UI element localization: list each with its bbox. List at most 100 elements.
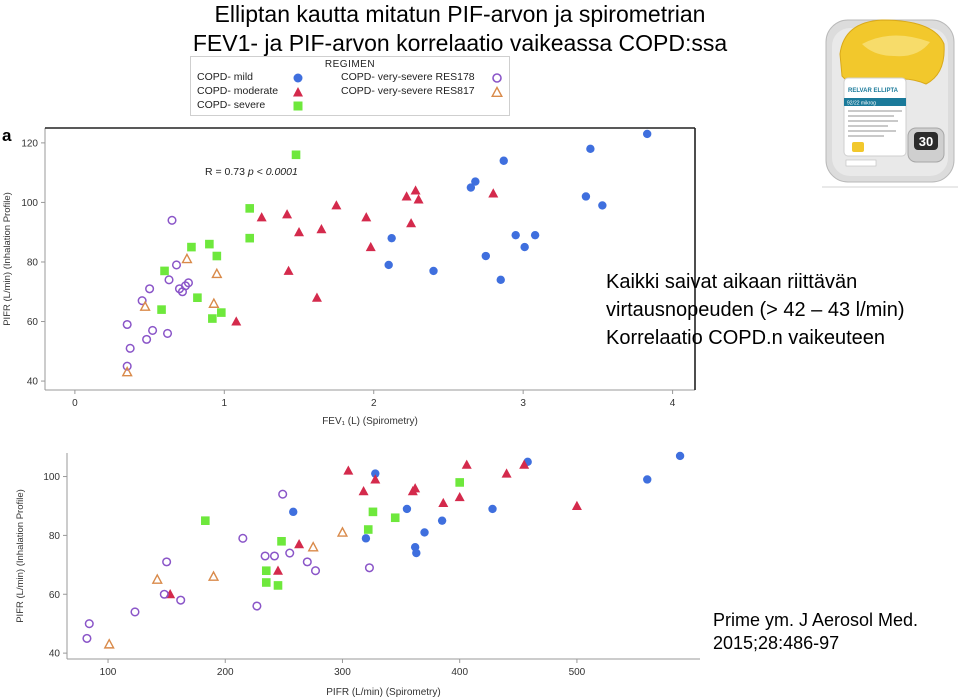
data-point-copd-moderate bbox=[273, 565, 283, 575]
y-tick-label: 40 bbox=[27, 377, 39, 388]
data-point-copd-very-severe-res178 bbox=[285, 548, 295, 558]
x-tick-label: 300 bbox=[334, 667, 351, 678]
data-point-copd-very-severe-res178 bbox=[164, 275, 174, 285]
data-point-copd-very-severe-res178 bbox=[137, 296, 147, 306]
data-point-copd-mild bbox=[429, 266, 438, 276]
data-point-copd-severe bbox=[245, 233, 255, 243]
x-tick-label: 3 bbox=[520, 398, 526, 409]
data-point-copd-very-severe-res178 bbox=[252, 601, 262, 611]
data-point-copd-moderate bbox=[361, 212, 372, 222]
x-tick-label: 400 bbox=[451, 667, 468, 678]
data-point-copd-very-severe-res817 bbox=[208, 297, 220, 308]
data-point-copd-mild bbox=[598, 201, 607, 210]
data-point-copd-moderate bbox=[410, 483, 421, 493]
x-tick-label: 4 bbox=[670, 398, 676, 409]
legend-item-mild: COPD- mild bbox=[197, 71, 303, 83]
legend-marker-moderate-icon bbox=[293, 87, 303, 97]
finding-line-1: Kaikki saivat aikaan riittävän bbox=[606, 271, 858, 293]
x-axis-label: FEV₁ (L) (Spirometry) bbox=[322, 416, 418, 427]
legend-label-vs178: COPD- very-severe RES178 bbox=[341, 71, 475, 83]
data-point-copd-severe bbox=[390, 513, 400, 523]
data-point-copd-severe bbox=[205, 239, 214, 249]
data-point-copd-moderate bbox=[370, 474, 381, 484]
x-tick-label: 500 bbox=[569, 667, 586, 678]
y-tick-label: 120 bbox=[21, 138, 38, 149]
y-tick-label: 60 bbox=[49, 590, 61, 601]
y-tick-label: 40 bbox=[49, 649, 61, 660]
data-point-copd-severe bbox=[245, 204, 255, 213]
legend-marker-vs178-icon bbox=[492, 73, 502, 83]
data-point-copd-severe bbox=[160, 266, 169, 276]
data-point-copd-severe bbox=[291, 150, 301, 160]
data-point-copd-severe bbox=[193, 293, 202, 303]
data-point-copd-very-severe-res817 bbox=[103, 638, 115, 649]
x-tick-label: 2 bbox=[371, 398, 377, 409]
data-point-copd-mild bbox=[361, 534, 371, 543]
data-point-copd-severe bbox=[217, 308, 226, 317]
data-point-copd-moderate bbox=[438, 497, 449, 508]
finding-line-3: Korrelaatio COPD.n vaikeuteen bbox=[606, 327, 886, 349]
data-point-copd-severe bbox=[201, 516, 210, 525]
data-point-copd-moderate bbox=[331, 200, 342, 210]
data-point-copd-severe bbox=[157, 305, 166, 314]
data-point-copd-moderate bbox=[488, 188, 499, 198]
data-point-copd-very-severe-res178 bbox=[122, 361, 132, 371]
data-point-copd-moderate bbox=[256, 212, 267, 222]
inhaler-dose: 92/22 mikrog bbox=[847, 101, 876, 107]
data-point-copd-mild bbox=[289, 507, 298, 517]
inhaler-photo: RELVAR ELLIPTA 92/22 mikrog 30 bbox=[822, 14, 958, 188]
data-point-copd-severe bbox=[363, 525, 373, 534]
data-point-copd-very-severe-res817 bbox=[121, 366, 133, 377]
data-point-copd-very-severe-res178 bbox=[167, 215, 177, 225]
citation: Prime ym. J Aerosol Med. 2015;28:486-97 bbox=[713, 609, 918, 655]
legend-item-vs817: COPD- very-severe RES817 bbox=[341, 85, 503, 98]
data-point-copd-moderate bbox=[413, 194, 424, 204]
slide-title-line-1: Elliptan kautta mitatun PIF-arvon ja spi… bbox=[214, 1, 706, 27]
y-axis-label: PIFR (L/min) (Inhalation Profile) bbox=[15, 489, 26, 623]
data-point-copd-very-severe-res817 bbox=[151, 573, 163, 584]
data-point-copd-mild bbox=[530, 230, 540, 240]
legend-marker-mild-icon bbox=[293, 73, 303, 83]
finding-line-2: virtausnopeuden (> 42 – 43 l/min) bbox=[606, 299, 905, 321]
slide-title-line-2: FEV1- ja PIF-arvon korrelaatio vaikeassa… bbox=[192, 30, 728, 56]
legend-label-mild: COPD- mild bbox=[197, 71, 254, 83]
data-point-copd-moderate bbox=[410, 185, 421, 195]
data-point-copd-mild bbox=[481, 251, 491, 261]
data-point-copd-mild bbox=[412, 548, 421, 558]
data-point-copd-severe bbox=[261, 578, 271, 587]
data-point-copd-moderate bbox=[283, 265, 294, 275]
data-point-copd-moderate bbox=[501, 468, 512, 478]
data-point-copd-severe bbox=[261, 566, 271, 576]
data-point-copd-moderate bbox=[316, 224, 327, 234]
data-point-copd-mild bbox=[581, 192, 591, 201]
data-point-copd-moderate bbox=[231, 316, 242, 326]
correlation-r: R = 0.73 bbox=[205, 166, 248, 178]
data-point-copd-moderate bbox=[294, 227, 305, 237]
key-findings: Kaikki saivat aikaan riittävän virtausno… bbox=[606, 268, 905, 352]
legend-marker-vs817-icon bbox=[491, 86, 503, 98]
legend-label-moderate: COPD- moderate bbox=[197, 85, 279, 97]
data-point-copd-mild bbox=[643, 475, 652, 484]
correlation-annotation: R = 0.73 p < 0.0001 bbox=[205, 166, 298, 178]
data-point-copd-mild bbox=[642, 129, 652, 139]
inhaler-brand: RELVAR ELLIPTA bbox=[848, 88, 899, 94]
legend-item-severe: COPD- severe bbox=[197, 99, 303, 111]
data-point-copd-severe bbox=[208, 314, 217, 323]
chart-fev1-vs-pifr: 0 1 2 3 4 40 60 80 100 120 FEV₁ (L) (Spirometry) PI… bbox=[2, 127, 696, 427]
legend-title: REGIMEN bbox=[324, 59, 376, 70]
x-tick-label: 0 bbox=[72, 398, 78, 409]
data-point-copd-very-severe-res178 bbox=[260, 551, 270, 561]
data-point-copd-severe bbox=[368, 507, 378, 517]
data-point-copd-moderate bbox=[401, 191, 412, 201]
data-point-copd-moderate bbox=[461, 459, 472, 469]
data-point-copd-very-severe-res178 bbox=[364, 563, 374, 573]
data-point-copd-very-severe-res178 bbox=[125, 343, 135, 353]
data-point-copd-very-severe-res178 bbox=[145, 284, 155, 294]
y-axis-label: PIFR (L/min) (Inhalation Profile) bbox=[2, 192, 13, 326]
citation-line-1: Prime ym. J Aerosol Med. bbox=[713, 610, 919, 630]
y-tick-label: 80 bbox=[27, 257, 39, 268]
data-point-copd-very-severe-res817 bbox=[181, 252, 193, 264]
legend-marker-severe-icon bbox=[293, 101, 303, 111]
data-point-copd-severe bbox=[212, 251, 222, 261]
data-point-copd-moderate bbox=[406, 218, 417, 228]
